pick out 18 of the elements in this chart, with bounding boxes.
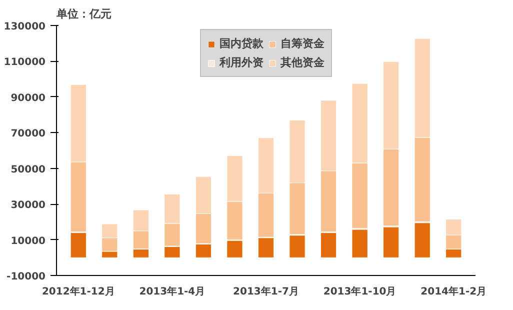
x-tick-label: 2013年1-4月 [139,286,206,298]
y-tick-label: 10000 [10,236,46,247]
y-tick-label: 50000 [10,164,46,176]
legend-label: 自筹资金 [280,36,324,51]
x-tick-label: 2014年1-2月 [420,286,487,298]
legend-label: 利用外资 [220,55,264,70]
y-tick-label: 70000 [10,128,46,140]
y-tick-label: 30000 [10,200,46,212]
x-tick-label: 2013年1-7月 [233,286,299,298]
y-tick-label: -10000 [6,272,46,282]
legend-label: 其他资金 [280,55,324,70]
y-tick-label: 110000 [4,57,46,68]
x-tick-label: 2013年1-10月 [323,286,396,298]
legend-label: 国内贷款 [220,36,264,51]
y-tick-label: 90000 [10,92,46,104]
y-axis-title: 单位：亿元 [56,8,112,20]
y-tick-label: 130000 [4,22,46,32]
x-tick-label: 2012年1-12月 [42,286,115,298]
